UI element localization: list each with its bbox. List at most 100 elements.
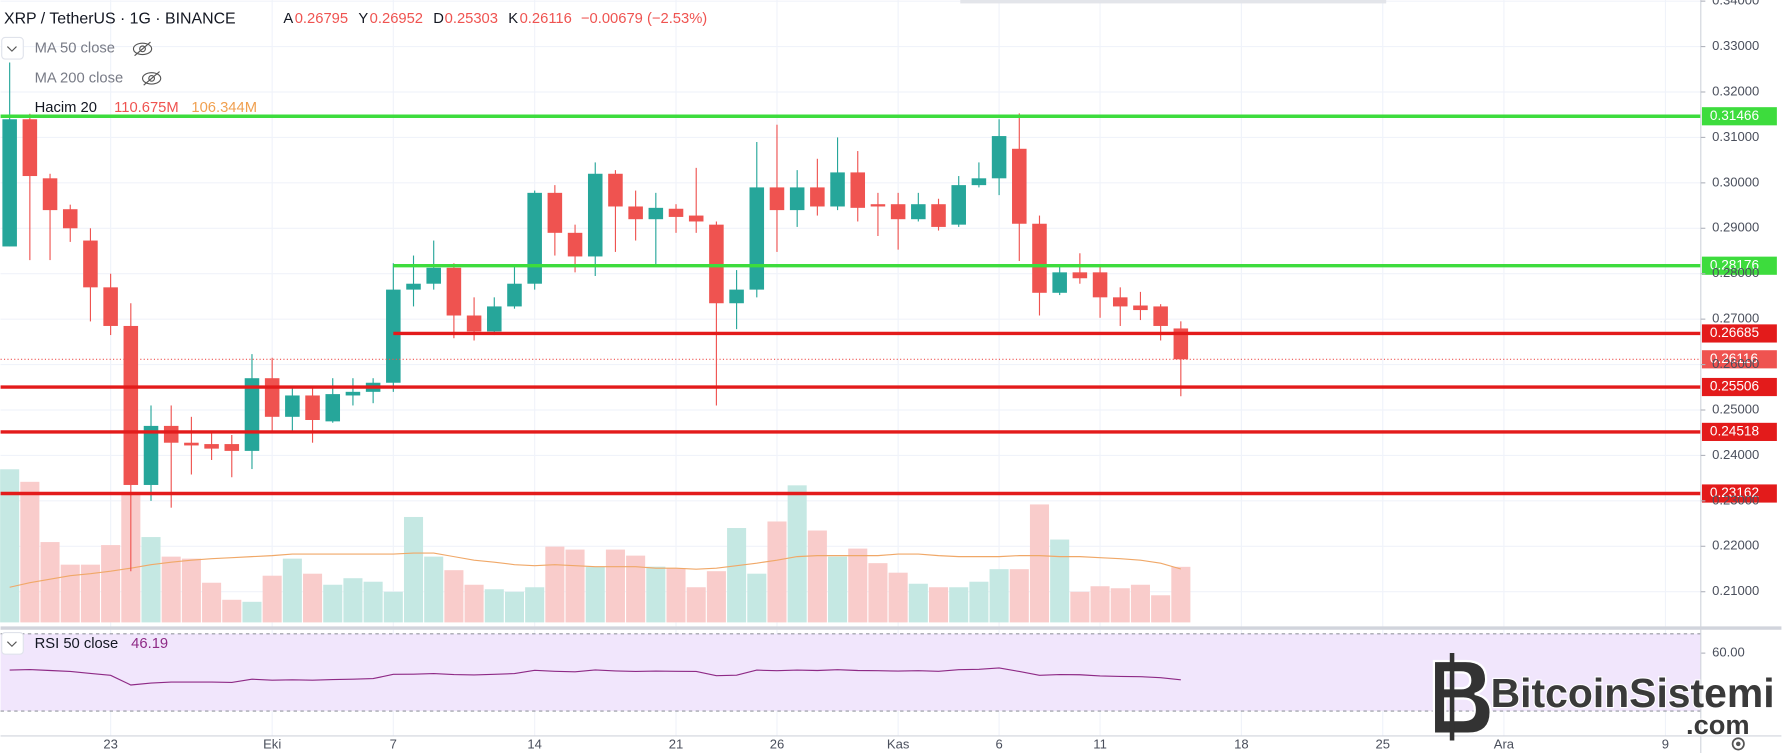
price-label-box	[1701, 377, 1777, 397]
candle-body	[224, 444, 240, 451]
x-tick-label: 25	[1375, 737, 1390, 752]
rsi-band	[0, 633, 1701, 712]
volume-bar	[747, 573, 767, 623]
candle-body	[305, 395, 320, 420]
x-tick-label: 18	[1234, 737, 1249, 752]
volume-bar	[525, 587, 545, 623]
volume-bar	[565, 549, 585, 623]
rsi-legend-name: RSI 50 close	[35, 636, 119, 652]
candle-body	[709, 224, 724, 304]
volume-bar	[303, 573, 323, 623]
volume-bar	[1070, 591, 1090, 623]
candle-body	[789, 187, 805, 211]
volume-bar	[1009, 569, 1029, 623]
volume-bar	[1130, 584, 1150, 623]
hidden-eye-icon[interactable]	[141, 71, 162, 86]
candle-body	[769, 187, 785, 211]
watermark-text: BitcoinSistemi	[1491, 670, 1775, 716]
candle-body	[547, 192, 563, 233]
candle-body	[1072, 272, 1088, 279]
collapse-button[interactable]	[1, 36, 24, 60]
volume-bar	[40, 542, 60, 623]
y-tick-label: 0.21000	[1712, 583, 1759, 598]
volume-bar	[20, 481, 40, 623]
x-tick-label: 14	[527, 737, 542, 752]
candle-body	[951, 185, 966, 225]
ohlc-value: 0.26795	[295, 11, 348, 27]
volume-bar	[706, 571, 726, 623]
volume-bar	[848, 548, 868, 623]
volume-bar	[222, 599, 242, 623]
volume-bar	[282, 558, 302, 623]
x-tick-label: Kas	[887, 737, 910, 752]
candle-body	[83, 240, 98, 288]
volume-bar	[1029, 504, 1050, 623]
volume-bar	[767, 521, 787, 623]
y-tick-label: 0.34000	[1712, 0, 1759, 8]
candle-body	[1092, 272, 1108, 298]
candle-body	[911, 204, 926, 220]
price-label: 0.24518	[1710, 423, 1759, 438]
volume-bar	[202, 582, 222, 623]
x-tick-label: 9	[1662, 737, 1669, 752]
candle-body	[1112, 297, 1128, 307]
ohlc-value: 0.26952	[370, 11, 423, 27]
collapse-icon	[6, 641, 17, 648]
candle-body	[264, 378, 280, 417]
volume-bar	[141, 537, 161, 623]
volume-bar	[80, 564, 100, 623]
candle-body	[1032, 223, 1047, 293]
y-tick-label: 0.33000	[1712, 38, 1759, 53]
candle-body	[487, 306, 502, 332]
candle-body	[1052, 272, 1067, 293]
price-label-box	[1701, 422, 1777, 441]
candle-body	[103, 287, 118, 326]
y-tick-label: 0.23000	[1712, 492, 1759, 507]
candle-body	[406, 283, 421, 290]
candle-body	[628, 206, 643, 220]
volume-ma-legend-value: 106.344M	[191, 100, 257, 116]
change-label: −0.00679 (−2.53%)	[581, 11, 707, 27]
floating-toolbar	[960, 0, 1387, 4]
price-label: 0.28176	[1710, 257, 1759, 272]
volume-bar	[383, 591, 403, 623]
ohlc-key: K	[508, 11, 518, 27]
candle-layer	[2, 62, 1189, 572]
y-tick-label: 0.25000	[1712, 401, 1759, 416]
volume-bar	[828, 556, 848, 623]
volume-ma-line	[9, 552, 1181, 588]
y-tick-label: 0.26000	[1712, 356, 1759, 371]
volume-bar	[868, 563, 888, 623]
candle-body	[143, 425, 159, 485]
candle-body	[850, 172, 866, 208]
candle-body	[325, 394, 341, 422]
volume-bar	[585, 566, 605, 623]
hidden-eye-icon[interactable]	[132, 41, 153, 57]
volume-bar	[969, 581, 989, 623]
ohlc-key: A	[283, 11, 293, 27]
volume-bar	[787, 485, 807, 623]
candle-body	[244, 378, 260, 451]
indicator-label: MA 50 close	[35, 41, 115, 57]
x-tick-label: 21	[669, 737, 684, 752]
volume-bar	[626, 555, 646, 623]
candle-body	[446, 267, 462, 316]
volume-bar	[424, 556, 444, 623]
watermark-domain: .com	[1686, 709, 1750, 740]
candle-body	[688, 215, 704, 222]
indicator-label: MA 200 close	[35, 70, 124, 86]
ohlc-legend: A 0.26795 Y 0.26952 D 0.25303 K 0.26116	[283, 11, 571, 27]
y-tick-label: 0.30000	[1712, 174, 1759, 189]
settings-gear[interactable]	[1731, 737, 1745, 751]
candle-body	[830, 172, 845, 207]
volume-bar	[484, 589, 504, 623]
collapse-button[interactable]	[1, 632, 24, 655]
candle-body	[991, 136, 1007, 179]
candle-body	[870, 204, 886, 207]
rsi-legend-value: 46.19	[131, 636, 168, 652]
volume-bar	[1050, 539, 1070, 623]
watermark: BitcoinSistemi .com	[1432, 653, 1776, 741]
price-label: 0.25506	[1710, 379, 1759, 394]
rsi-layer: 60.00	[0, 633, 1745, 712]
candle-body	[587, 173, 603, 257]
